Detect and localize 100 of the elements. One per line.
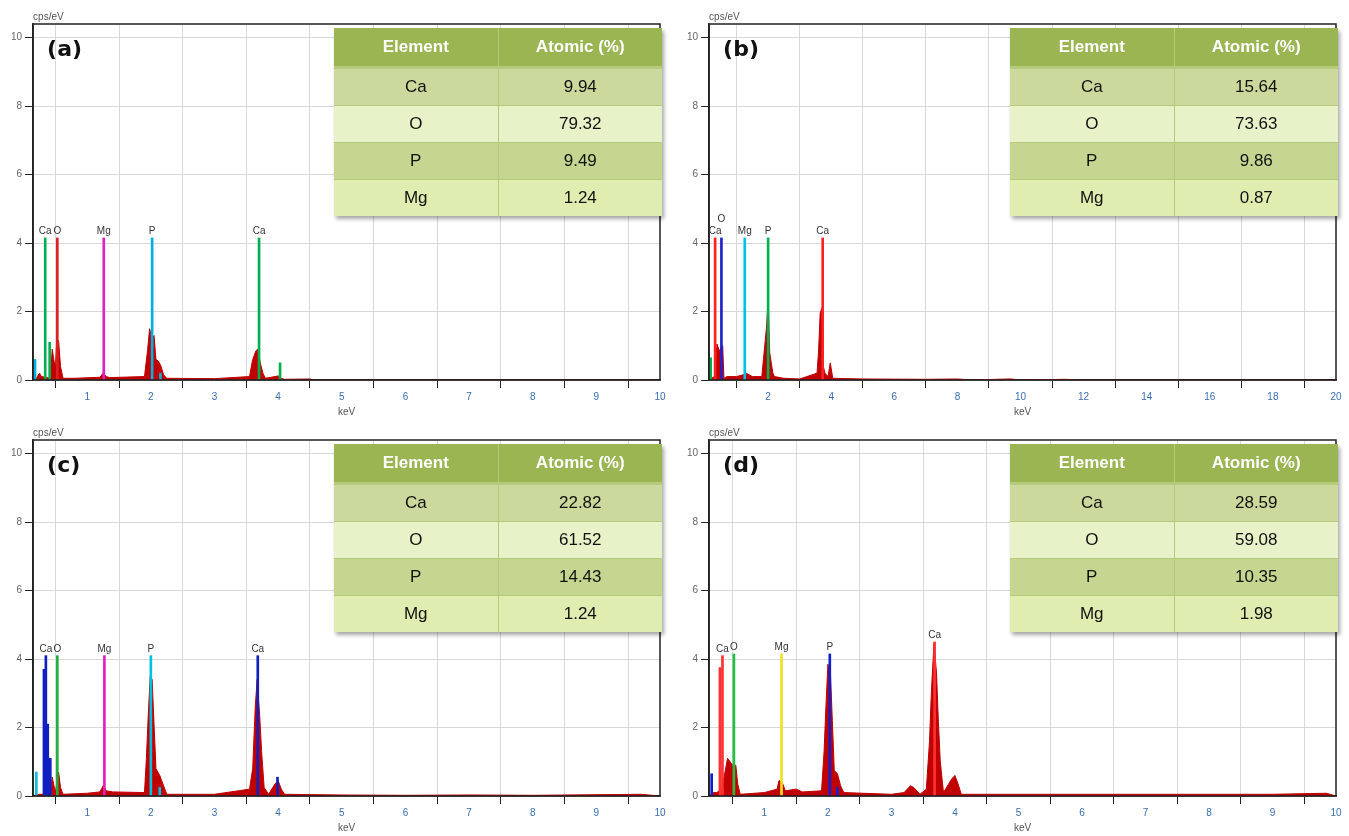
series-label: P — [764, 224, 772, 236]
annotation: O — [334, 106, 498, 142]
bar — [933, 641, 936, 796]
annotation: P — [334, 143, 498, 179]
y-tick-label: 10 — [687, 31, 699, 43]
annotation: O — [1010, 522, 1174, 558]
x-tick-label: 2 — [825, 806, 832, 818]
y-tick-label: 6 — [16, 168, 23, 180]
y-axis-title: cps/eV — [33, 427, 65, 438]
y-tick-label: 0 — [692, 789, 699, 801]
x-tick-label: 16 — [1204, 390, 1216, 402]
annotation: Mg — [1010, 596, 1174, 632]
series-label: O — [53, 224, 62, 236]
y-tick-label: 4 — [692, 652, 699, 664]
annotation: P — [1010, 559, 1174, 595]
y-tick-label: 4 — [692, 236, 699, 248]
y-tick-label: 8 — [16, 99, 23, 111]
x-tick-label: 9 — [1269, 806, 1276, 818]
x-tick-label: 1 — [761, 806, 768, 818]
annotation: Ca — [334, 69, 498, 105]
bar — [34, 771, 38, 796]
x-tick-label: 3 — [211, 390, 218, 402]
y-tick-label: 4 — [16, 236, 23, 248]
x-tick-label: 12 — [1078, 390, 1090, 402]
x-tick-label: 9 — [593, 390, 600, 402]
bar — [102, 237, 106, 380]
x-tick-label: 5 — [339, 806, 346, 818]
y-axis-title: cps/eV — [709, 11, 741, 22]
annotation: O — [1010, 106, 1174, 142]
x-tick-label: 4 — [275, 390, 282, 402]
x-tick-label: 10 — [654, 806, 666, 818]
x-tick-label: 2 — [765, 390, 772, 402]
series-label: P — [826, 640, 834, 652]
series-label: O — [730, 640, 738, 652]
bar — [710, 773, 713, 796]
x-tick-label: 4 — [828, 390, 835, 402]
bar — [721, 655, 724, 796]
annotation: Mg — [1010, 180, 1174, 216]
bar — [55, 655, 59, 796]
annotation: Element — [1010, 28, 1174, 66]
series-label: Mg — [774, 640, 789, 652]
series-label: Ca — [928, 628, 942, 640]
x-tick-label: 5 — [339, 390, 346, 402]
bar — [836, 787, 839, 796]
y-tick-label: 6 — [692, 168, 699, 180]
annotation: 28.59 — [1174, 485, 1338, 521]
bar — [103, 655, 106, 796]
annotation: Mg — [334, 596, 498, 632]
text: (c) — [47, 452, 81, 477]
series-label: O — [717, 212, 726, 224]
annotation: Atomic (%) — [1174, 28, 1338, 66]
x-tick-label: 6 — [402, 390, 409, 402]
bar — [276, 776, 279, 796]
x-tick-label: 2 — [148, 806, 155, 818]
annotation: 73.63 — [1174, 106, 1338, 142]
annotation: Atomic (%) — [498, 28, 662, 66]
x-tick-label: 7 — [466, 390, 473, 402]
annotation: 59.08 — [1174, 522, 1338, 558]
x-tick-label: 2 — [148, 390, 155, 402]
text: (d) — [723, 452, 759, 477]
annotation: 0.87 — [1174, 180, 1338, 216]
annotation: 9.49 — [498, 143, 662, 179]
annotation: P — [334, 559, 498, 595]
series-label: Mg — [97, 642, 112, 654]
x-tick-label: 4 — [952, 806, 959, 818]
y-tick-label: 8 — [692, 515, 699, 527]
annotation: Element — [1010, 444, 1174, 482]
y-tick-label: 0 — [692, 373, 699, 385]
x-tick-label: 8 — [529, 390, 536, 402]
bar — [828, 653, 832, 796]
series-label: O — [53, 642, 62, 654]
annotation: Ca — [334, 485, 498, 521]
x-tick-label: 10 — [1330, 806, 1342, 818]
bar — [158, 787, 162, 796]
series-label: P — [147, 642, 155, 654]
x-tick-label: 7 — [466, 806, 473, 818]
annotation: O — [334, 522, 498, 558]
bar — [780, 653, 783, 796]
y-tick-label: 10 — [687, 447, 699, 459]
annotation: Ca — [1010, 485, 1174, 521]
y-tick-label: 2 — [16, 305, 23, 317]
annotation: 1.24 — [498, 596, 662, 632]
series-label: Mg — [96, 224, 111, 236]
series-label: Ca — [252, 224, 266, 236]
y-tick-label: 10 — [11, 447, 23, 459]
series-label: P — [148, 224, 156, 236]
x-axis-title: keV — [1013, 405, 1032, 417]
x-axis-title: keV — [337, 405, 356, 417]
annotation: Mg — [334, 180, 498, 216]
x-tick-label: 1 — [84, 806, 91, 818]
bar — [43, 237, 47, 380]
annotation: P — [1010, 143, 1174, 179]
text: (b) — [723, 36, 759, 61]
x-tick-label: 8 — [529, 806, 536, 818]
annotation: 15.64 — [1174, 69, 1338, 105]
annotation: Atomic (%) — [498, 444, 662, 482]
x-tick-label: 6 — [402, 806, 409, 818]
series-label: Ca — [716, 642, 730, 654]
y-tick-label: 10 — [11, 31, 23, 43]
annotation: 1.24 — [498, 180, 662, 216]
